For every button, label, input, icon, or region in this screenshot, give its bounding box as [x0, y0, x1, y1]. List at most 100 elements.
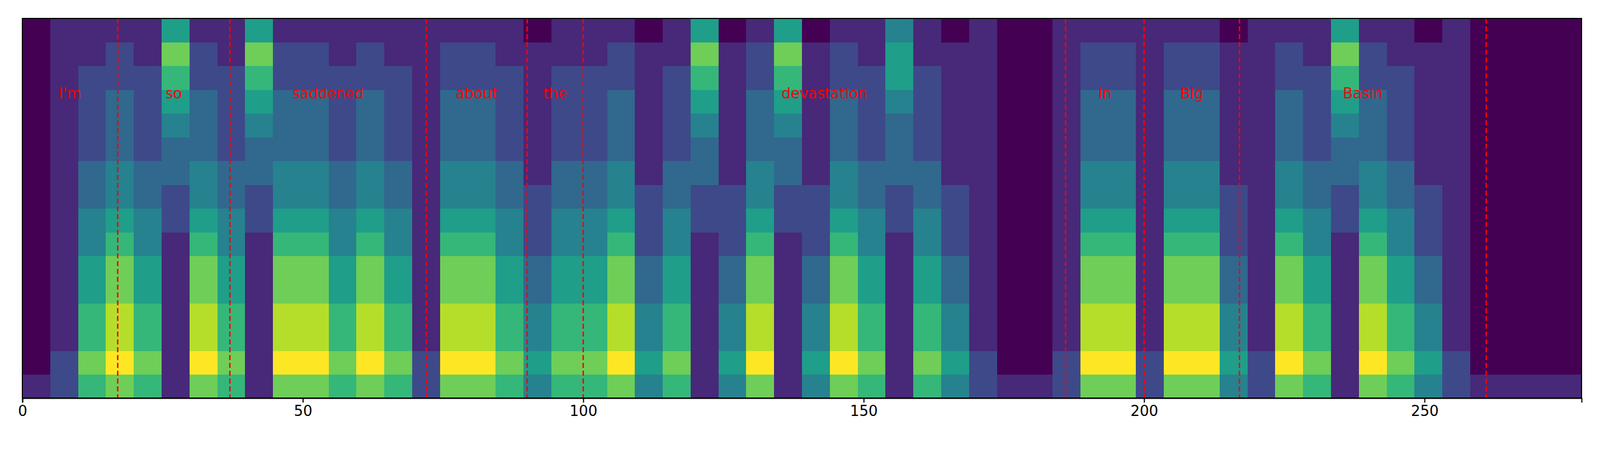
- heatmap-cell: [1358, 255, 1387, 280]
- heatmap-cell: [857, 303, 886, 328]
- heatmap-cell: [356, 208, 385, 233]
- heatmap-cell: [356, 41, 385, 66]
- heatmap-cell: [1303, 113, 1332, 138]
- x-tick: 150: [850, 398, 879, 420]
- heatmap-cell: [1080, 232, 1109, 257]
- heatmap-cell: [1080, 137, 1109, 162]
- heatmap-cell: [941, 208, 970, 233]
- heatmap-cell: [217, 137, 246, 162]
- heatmap-cell: [1470, 113, 1499, 138]
- heatmap-cell: [328, 303, 357, 328]
- heatmap-cell: [551, 374, 580, 399]
- heatmap-cell: [829, 374, 858, 399]
- heatmap-cell: [1163, 208, 1192, 233]
- heatmap-cell: [690, 137, 719, 162]
- heatmap-cell: [272, 279, 301, 304]
- heatmap-cell: [1052, 41, 1081, 66]
- heatmap-cell: [885, 374, 914, 399]
- heatmap-cell: [161, 350, 190, 375]
- heatmap-cell: [217, 303, 246, 328]
- heatmap-cell: [412, 161, 441, 186]
- heatmap-cell: [551, 279, 580, 304]
- plot-frame: [22, 18, 1582, 399]
- heatmap-cell: [22, 279, 51, 304]
- heatmap-cell: [941, 184, 970, 209]
- heatmap-cell: [969, 41, 998, 66]
- heatmap-cell: [328, 350, 357, 375]
- heatmap-cell: [551, 18, 580, 43]
- heatmap-cell: [1442, 279, 1471, 304]
- heatmap-cell: [78, 65, 107, 91]
- heatmap-cell: [244, 161, 273, 186]
- heatmap-cell: [1525, 18, 1554, 43]
- heatmap-cell: [1052, 65, 1081, 91]
- heatmap-cell: [1191, 255, 1220, 280]
- heatmap-cell: [1525, 350, 1554, 375]
- heatmap-cell: [217, 255, 246, 280]
- heatmap-cell: [1135, 374, 1164, 399]
- heatmap-cell: [412, 184, 441, 209]
- heatmap-cell: [579, 161, 608, 186]
- heatmap-cell: [634, 350, 663, 375]
- heatmap-cell: [468, 279, 497, 304]
- heatmap-cell: [50, 18, 79, 43]
- heatmap-cell: [857, 327, 886, 352]
- heatmap-cell: [1024, 137, 1053, 162]
- heatmap-cell: [1414, 184, 1443, 209]
- heatmap-cell: [1553, 374, 1582, 399]
- heatmap-cell: [468, 374, 497, 399]
- heatmap-cell: [801, 113, 830, 138]
- heatmap-cell: [1331, 350, 1359, 375]
- heatmap-cell: [718, 279, 747, 304]
- heatmap-cell: [356, 350, 385, 375]
- heatmap-cell: [1275, 303, 1304, 328]
- heatmap-cell: [579, 255, 608, 280]
- heatmap-cell: [551, 350, 580, 375]
- heatmap-cell: [1080, 327, 1109, 352]
- heatmap-cell: [1135, 137, 1164, 162]
- heatmap-cell: [1108, 161, 1137, 186]
- heatmap-cell: [857, 161, 886, 186]
- heatmap-cell: [1553, 18, 1582, 43]
- heatmap-cell: [1108, 208, 1137, 233]
- heatmap-cell: [634, 374, 663, 399]
- chart: I'msosaddenedaboutthedevastationinBigBas…: [0, 0, 1600, 454]
- heatmap-cell: [468, 18, 497, 43]
- heatmap-cell: [1470, 279, 1499, 304]
- heatmap-cell: [1275, 137, 1304, 162]
- heatmap-cell: [495, 350, 524, 375]
- heatmap-cell: [662, 89, 691, 114]
- heatmap-cell: [801, 374, 830, 399]
- heatmap-cell: [105, 350, 134, 375]
- heatmap-cell: [1442, 18, 1471, 43]
- heatmap-cell: [773, 327, 802, 352]
- heatmap-cell: [1275, 350, 1304, 375]
- heatmap-cell: [1470, 184, 1499, 209]
- heatmap-cell: [384, 65, 413, 91]
- heatmap-cell: [913, 350, 942, 375]
- heatmap-cell: [217, 184, 246, 209]
- heatmap-cell: [105, 41, 134, 66]
- x-tick: 250: [1410, 398, 1439, 420]
- word-boundary: [1238, 18, 1241, 399]
- heatmap-cell: [885, 65, 914, 91]
- heatmap-cell: [356, 137, 385, 162]
- heatmap-cell: [969, 65, 998, 91]
- heatmap-cell: [133, 65, 162, 91]
- heatmap-cell: [718, 350, 747, 375]
- heatmap-cell: [801, 350, 830, 375]
- heatmap-cell: [1163, 303, 1192, 328]
- heatmap-cell: [1331, 161, 1359, 186]
- heatmap-cell: [1191, 137, 1220, 162]
- heatmap-cell: [579, 208, 608, 233]
- heatmap-cell: [690, 161, 719, 186]
- heatmap-cell: [690, 184, 719, 209]
- heatmap-cell: [440, 279, 469, 304]
- heatmap-cell: [1386, 65, 1415, 91]
- heatmap-cell: [662, 113, 691, 138]
- heatmap-cell: [189, 89, 218, 114]
- heatmap-cell: [412, 303, 441, 328]
- heatmap-cell: [885, 208, 914, 233]
- heatmap-cell: [161, 255, 190, 280]
- heatmap-cell: [913, 327, 942, 352]
